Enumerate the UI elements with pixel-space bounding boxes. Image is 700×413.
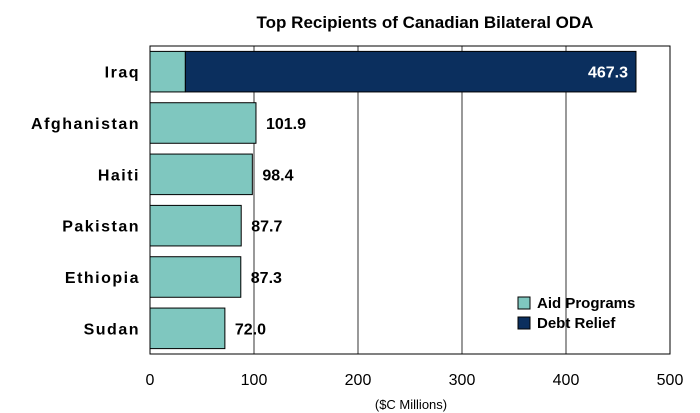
bar-aid-programs — [149, 50, 186, 93]
bar-aid-programs — [149, 307, 226, 350]
legend-label: Aid Programs — [537, 295, 635, 312]
category-label: Ethiopia — [65, 270, 140, 287]
category-label: Iraq — [105, 65, 140, 82]
x-tick-label: 100 — [241, 372, 268, 389]
category-label: Sudan — [84, 321, 140, 338]
x-tick-label: 500 — [657, 372, 684, 389]
grid-lines — [253, 46, 567, 354]
bars — [149, 50, 637, 350]
category-label: Haiti — [98, 167, 140, 184]
bar-aid-programs — [149, 102, 257, 144]
legend-swatch — [517, 296, 531, 310]
data-label: 467.3 — [588, 65, 628, 82]
plot-area — [149, 45, 671, 355]
data-label: 98.4 — [262, 167, 293, 184]
legend: Aid Programs Debt Relief — [517, 295, 635, 332]
x-tick-label: 400 — [553, 372, 580, 389]
category-label: Pakistan — [62, 219, 140, 236]
bar-aid-programs — [149, 153, 253, 196]
x-tick-label: 0 — [146, 372, 155, 389]
data-labels: 467.3 101.9 98.4 87.7 87.3 72.0 — [235, 65, 628, 339]
chart-title: Top Recipients of Canadian Bilateral ODA — [257, 13, 594, 32]
x-axis-ticks: 0 100 200 300 400 500 — [146, 372, 684, 389]
legend-swatch — [517, 316, 531, 330]
bar-aid-programs — [149, 204, 242, 247]
bar-debt-relief — [184, 50, 637, 93]
category-label: Afghanistan — [31, 116, 140, 133]
x-tick-label: 200 — [345, 372, 372, 389]
data-label: 72.0 — [235, 321, 266, 338]
category-labels: Iraq Afghanistan Haiti Pakistan Ethiopia Suda… — [31, 65, 140, 339]
legend-label: Debt Relief — [537, 315, 616, 332]
data-label: 101.9 — [266, 116, 306, 133]
x-tick-label: 300 — [449, 372, 476, 389]
bar-aid-programs — [149, 256, 242, 298]
data-label: 87.3 — [251, 270, 282, 287]
x-axis-label: ($C Millions) — [375, 397, 447, 412]
data-label: 87.7 — [251, 219, 282, 236]
